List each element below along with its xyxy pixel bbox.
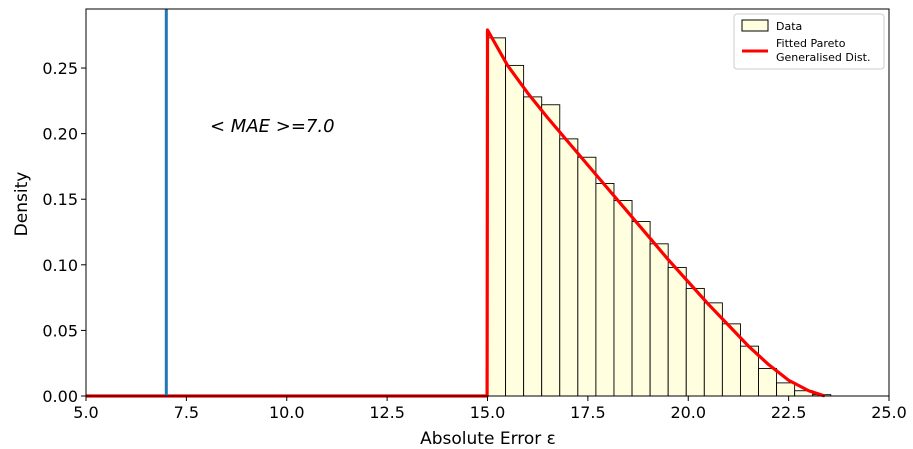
histogram-bar [631,221,651,397]
histogram-bar [649,243,669,397]
histogram-bar [776,382,796,397]
y-tick-label: 0.25 [42,59,78,78]
x-tick-label: 5.0 [73,403,98,422]
x-axis: 5.0 7.5 10.0 12.5 15.0 17.5 20.0 22.5 25.0 [73,396,907,422]
mae-annotation: < MAE >=7.0 [210,116,335,137]
histogram-bar [523,96,543,397]
fit-layer [86,28,826,398]
histogram-bars [487,37,832,397]
x-tick-label: 7.5 [174,403,199,422]
histogram-bar [577,156,597,397]
legend-data-swatch [741,19,769,32]
y-tick-label: 0.20 [42,125,78,144]
y-axis: 0.00 0.05 0.10 0.15 0.20 0.25 [42,59,86,406]
histogram-bar [541,104,561,397]
histogram-bar [559,138,579,397]
legend-fit-label-line2: Generalised Dist. [776,51,870,64]
fit-curve [86,28,826,398]
x-axis-label: Absolute Error ε [420,429,556,449]
histogram-bar [487,37,507,397]
histogram-bar [595,183,615,397]
histogram-bar [505,64,525,397]
legend-data-label: Data [776,20,802,33]
x-tick-label: 20.0 [670,403,706,422]
x-tick-label: 17.5 [570,403,606,422]
x-tick-label: 10.0 [269,403,305,422]
x-tick-label: 22.5 [771,403,807,422]
y-tick-label: 0.00 [42,387,78,406]
y-axis-label: Density [12,172,32,237]
y-tick-label: 0.10 [42,256,78,275]
histogram-bar [758,368,778,397]
y-tick-label: 0.15 [42,190,78,209]
histogram-bar [613,200,633,397]
x-tick-label: 12.5 [369,403,405,422]
histogram-bar [667,266,687,397]
x-tick-label: 25.0 [871,403,907,422]
legend: Data Fitted Pareto Generalised Dist. [733,13,885,70]
x-tick-label: 15.0 [470,403,506,422]
legend-box [733,13,885,70]
histogram-bar [685,287,705,397]
y-tick-label: 0.05 [42,321,78,340]
legend-fit-label-line1: Fitted Pareto [776,37,846,50]
